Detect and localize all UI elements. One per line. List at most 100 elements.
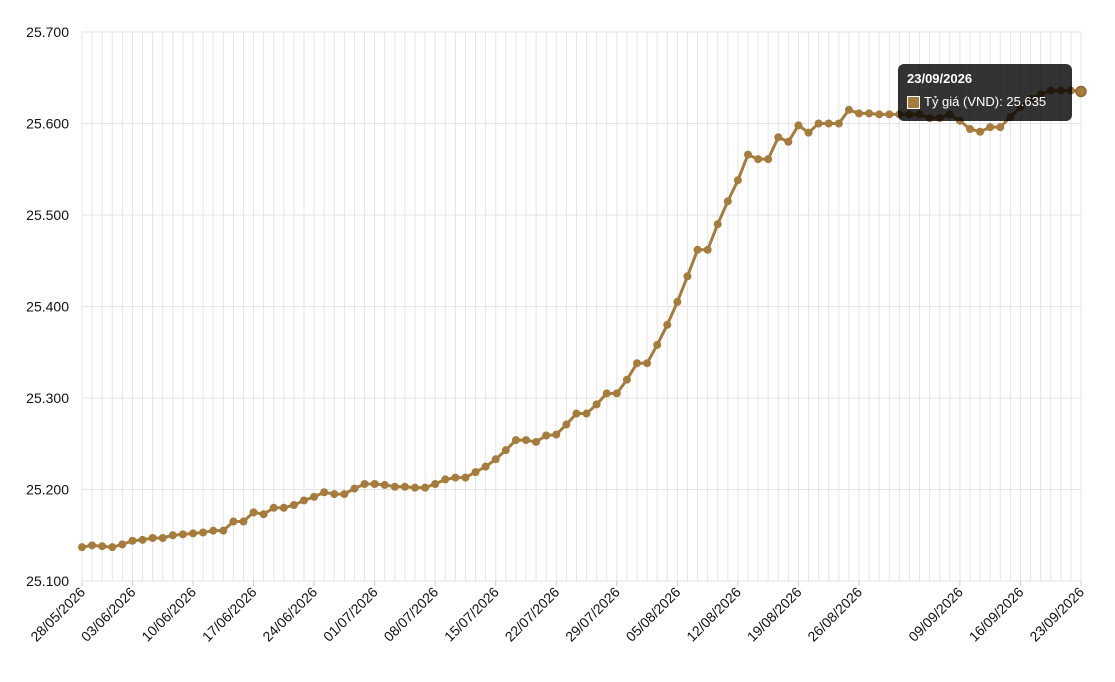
data-point [552,430,561,439]
data-point [380,480,389,489]
data-point [683,272,692,281]
data-point [673,297,682,306]
x-tick-label: 22/07/2026 [502,584,563,645]
data-point [865,109,874,118]
data-point [340,490,349,499]
x-tick-label: 17/06/2026 [199,584,260,645]
data-point [633,359,641,368]
data-point [178,530,187,539]
y-axis: 25.100 25.200 25.300 25.400 25.500 25.600 25.7… [26,24,69,589]
y-tick-label: 25.300 [26,390,69,406]
data-point [501,446,510,455]
data-point [88,541,97,550]
tooltip-row: Tỷ giá (VND): 25.635 [907,94,1063,110]
data-point [219,526,228,535]
x-tick-label: 26/08/2026 [804,584,865,645]
data-point [643,359,652,368]
data-point [138,535,147,544]
data-point [269,503,278,512]
data-point [764,155,773,164]
x-tick-label: 19/08/2026 [744,584,805,645]
data-point [158,533,167,542]
y-tick-label: 25.600 [26,116,69,132]
y-tick-label: 25.400 [26,299,69,315]
data-point [986,123,995,132]
data-point [723,197,732,206]
y-tick-label: 25.500 [26,207,69,223]
data-point [834,119,843,128]
data-point [98,542,107,551]
x-tick-label: 16/09/2026 [966,584,1027,645]
data-point [400,482,409,491]
data-point [289,501,298,510]
data-point [279,503,288,512]
data-point [794,121,803,130]
data-point [431,480,440,489]
data-point [148,533,157,542]
data-point [239,517,248,526]
data-point [592,400,601,409]
data-point [411,483,419,492]
data-point [370,480,379,489]
y-tick-label: 25.100 [26,573,69,589]
data-point [471,468,480,477]
data-point [733,176,742,185]
x-tick-label: 12/08/2026 [683,584,744,645]
data-point [612,389,621,398]
x-tick-label: 01/07/2026 [320,584,381,645]
y-tick-label: 25.200 [26,482,69,498]
x-tick-label: 10/06/2026 [138,584,199,645]
data-point-active [1075,85,1087,98]
data-point [713,220,722,229]
data-point [249,508,258,517]
data-point [522,436,530,445]
data-point [855,109,863,118]
chart-tooltip: 23/09/2026 Tỷ giá (VND): 25.635 [898,64,1072,121]
data-point [784,137,793,146]
tooltip-date: 23/09/2026 [907,71,973,86]
data-point [491,455,500,464]
data-point [421,483,430,492]
data-point [572,409,581,418]
data-point [582,409,591,418]
data-point [602,389,611,398]
data-point [966,124,974,133]
series-tỷ-giá [78,85,1087,552]
data-point [814,119,823,128]
data-point [360,480,369,489]
data-point [330,490,339,499]
grid [81,31,1082,582]
data-point [885,110,894,119]
data-point [189,529,197,538]
data-point [511,436,520,445]
data-point [300,496,308,505]
x-tick-label: 15/07/2026 [441,584,502,645]
data-point [562,420,571,429]
x-tick-label: 05/08/2026 [623,584,684,645]
data-point [229,517,238,526]
data-point [128,536,137,545]
data-point [774,133,783,142]
data-point [320,488,329,497]
data-point [310,492,319,501]
data-point [844,105,853,114]
data-point [451,473,460,482]
data-point [653,340,662,349]
data-point [824,119,833,128]
data-point [259,510,268,519]
data-point [481,462,490,471]
data-point [461,473,470,482]
data-point [804,128,813,137]
x-tick-label: 03/06/2026 [78,584,139,645]
data-point [390,482,399,491]
x-tick-label: 29/07/2026 [562,584,623,645]
data-point [441,475,450,484]
tooltip-value: Tỷ giá (VND): 25.635 [924,94,1047,109]
x-tick-label: 09/09/2026 [905,584,966,645]
data-point [199,528,208,537]
data-point [118,540,127,549]
data-point [209,526,218,535]
data-point [703,245,712,254]
data-point [875,110,884,119]
